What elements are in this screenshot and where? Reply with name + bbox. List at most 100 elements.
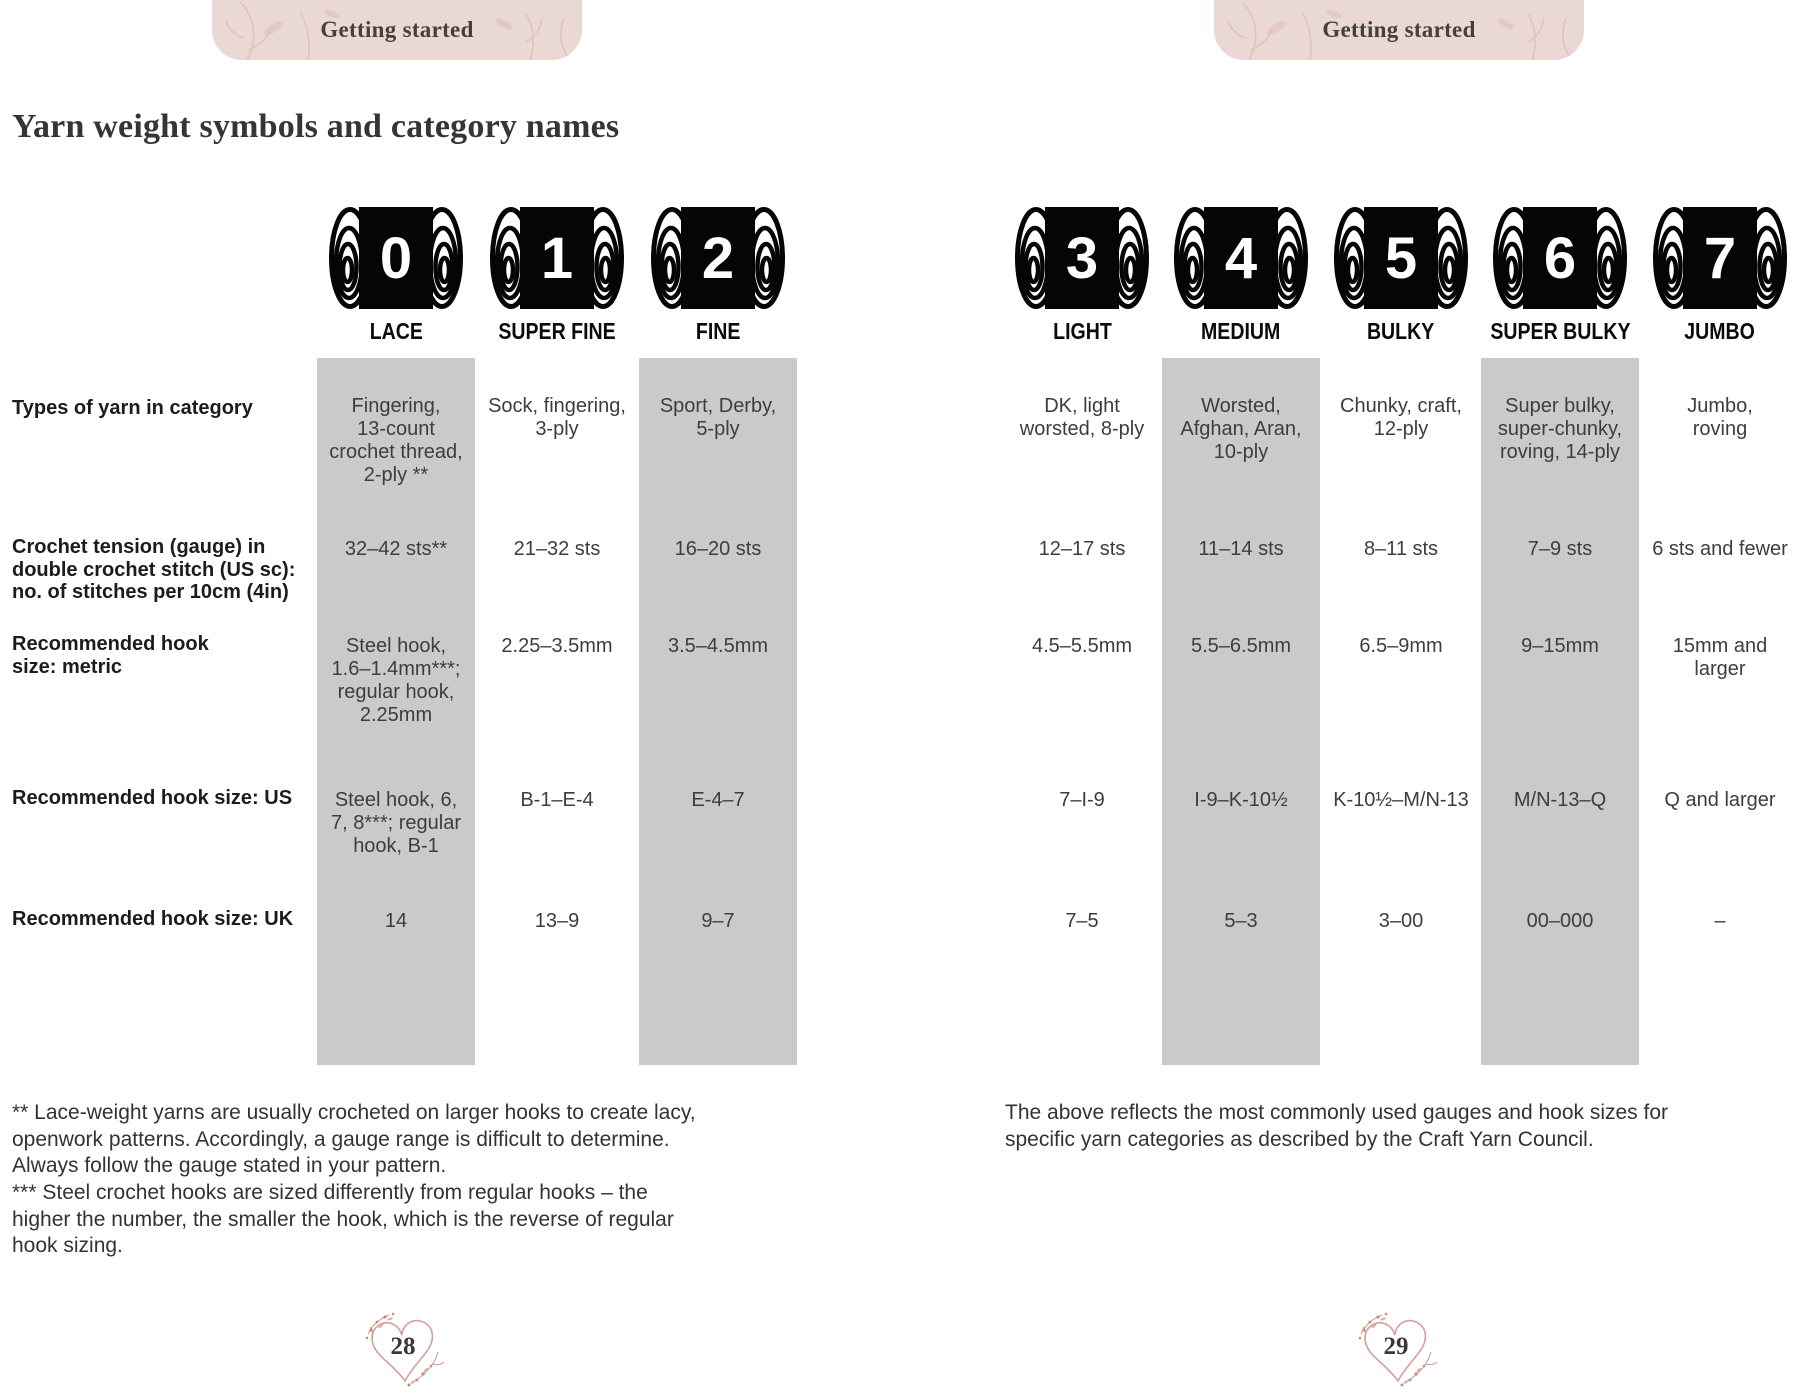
page-number-text: 29 [1383,1333,1409,1360]
category-column-bulky: 5 BULKY Chunky, craft, 12-ply 8–11 sts 6.5–… [1322,206,1480,1206]
page-number-text: 28 [390,1333,416,1360]
tension-cell: 7–9 sts [1527,538,1593,560]
hook-uk-cell: 00–000 [1526,910,1594,932]
yarn-skein-weight-2-icon: 2 [651,206,785,310]
category-name-text: LACE [369,318,423,344]
page-title: Yarn weight symbols and category names [12,108,620,145]
tension-cell: 16–20 sts [674,538,762,560]
hook-uk-cell: – [1714,910,1726,932]
types-cell: Worsted, Afghan, Aran, 10-ply [1180,395,1302,463]
category-name-text: SUPER FINE [498,318,616,344]
tension-cell: 11–14 sts [1198,538,1284,560]
hook-uk-cell: 13–9 [534,910,580,932]
row-header-types: Types of yarn in category [12,397,253,419]
yarn-skein-weight-7-icon: 7 [1653,206,1787,310]
tension-cell: 12–17 sts [1038,538,1126,560]
hook-us-cell: I-9–K-10½ [1194,789,1288,811]
category-name-text: MEDIUM [1201,318,1281,344]
yarn-skein-weight-1-icon: 1 [490,206,624,310]
hook-metric-cell: 3.5–4.5mm [667,635,769,657]
svg-text:2: 2 [702,226,734,291]
category-name-text: FINE [695,318,741,344]
category-name-label: LACE [297,318,495,345]
svg-text:1: 1 [541,226,573,291]
types-cell: Sport, Derby, 5-ply [659,395,777,440]
types-cell: Super bulky, super-chunky, roving, 14-pl… [1497,395,1623,463]
column-shading [1162,358,1320,1065]
svg-text:5: 5 [1385,226,1417,291]
row-header-hook-uk: Recommended hook size: UK [12,908,294,930]
column-shading [317,358,475,1065]
hook-uk-cell: 7–5 [1065,910,1099,932]
hook-metric-cell: 9–15mm [1521,635,1599,657]
svg-text:7: 7 [1704,226,1736,291]
svg-text:4: 4 [1225,226,1257,291]
svg-text:0: 0 [380,226,412,291]
page-number-right: 29 [1352,1310,1440,1394]
types-cell: DK, light worsted, 8-ply [1019,395,1145,440]
heart-wreath-icon [365,1312,445,1387]
tension-cell: 6 sts and fewer [1652,538,1788,560]
hook-metric-cell: 6.5–9mm [1359,635,1443,657]
category-name-label: FINE [619,318,817,345]
category-name-text: SUPER BULKY [1489,318,1631,344]
page-number-left: 28 [359,1310,447,1394]
chapter-tab-left: Getting started [212,0,582,60]
column-shading [1481,358,1639,1065]
chapter-tab-right: Getting started [1214,0,1584,60]
hook-metric-cell: Steel hook, 1.6–1.4mm***; regular hook, … [331,635,461,726]
hook-us-cell: B-1–E-4 [520,789,594,811]
category-name-label: SUPER BULKY [1461,318,1659,345]
category-name-label: SUPER FINE [458,318,656,345]
category-name-label: JUMBO [1621,318,1793,345]
hook-us-cell: E-4–7 [691,789,745,811]
category-column-fine: 2 FINE Sport, Derby, 5-ply 16–20 sts 3.5–4.… [639,206,797,1206]
hook-metric-cell: 15mm and larger [1672,635,1768,680]
tension-cell: 32–42 sts** [344,538,448,560]
column-shading [639,358,797,1065]
category-column-lace: 0 LACE Fingering, 13-count crochet thread… [317,206,475,1206]
hook-us-cell: M/N-13–Q [1513,789,1607,811]
row-header-hook-metric: Recommended hook size: metric [12,633,209,678]
hook-uk-cell: 5–3 [1224,910,1258,932]
hook-metric-cell: 4.5–5.5mm [1031,635,1133,657]
hook-us-cell: Q and larger [1664,789,1776,811]
hook-us-cell: 7–I-9 [1059,789,1105,811]
yarn-skein-weight-0-icon: 0 [329,206,463,310]
types-cell: Sock, fingering, 3-ply [488,395,626,440]
category-name-label: LIGHT [983,318,1181,345]
yarn-skein-weight-6-icon: 6 [1493,206,1627,310]
tension-cell: 8–11 sts [1363,538,1439,560]
category-column-super-bulky: 6 SUPER BULKY Super bulky, super-chunky, … [1481,206,1639,1206]
footnote-steel-hooks: *** Steel crochet hooks are sized differ… [12,1181,674,1257]
svg-text:6: 6 [1544,226,1576,291]
footnote-lace: ** Lace-weight yarns are usually crochet… [12,1101,696,1177]
source-note: The above reflects the most commonly use… [1005,1101,1669,1151]
category-column-jumbo: 7 JUMBO Jumbo, roving 6 sts and fewer 15mm … [1641,206,1793,1206]
category-column-medium: 4 MEDIUM Worsted, Afghan, Aran, 10-ply 11–… [1162,206,1320,1206]
yarn-skein-weight-3-icon: 3 [1015,206,1149,310]
tension-cell: 21–32 sts [513,538,601,560]
heart-wreath-icon [1358,1312,1438,1387]
category-name-text: JUMBO [1684,318,1756,344]
yarn-skein-weight-4-icon: 4 [1174,206,1308,310]
hook-uk-cell: 3–00 [1378,910,1424,932]
chapter-tab-label: Getting started [1322,17,1476,42]
category-column-light: 3 LIGHT DK, light worsted, 8-ply 12–17 sts… [1003,206,1161,1206]
types-cell: Chunky, craft, 12-ply [1340,395,1462,440]
hook-uk-cell: 14 [384,910,408,932]
hook-us-cell: K-10½–M/N-13 [1333,789,1469,811]
hook-metric-cell: 2.25–3.5mm [501,635,613,657]
category-name-label: BULKY [1302,318,1500,345]
chapter-tab-label: Getting started [320,17,474,42]
yarn-skein-weight-5-icon: 5 [1334,206,1468,310]
types-cell: Fingering, 13-count crochet thread, 2-pl… [329,395,463,486]
types-cell: Jumbo, roving [1687,395,1753,440]
hook-uk-cell: 9–7 [701,910,735,932]
category-name-text: LIGHT [1052,318,1112,344]
category-name-label: MEDIUM [1142,318,1340,345]
row-header-hook-us: Recommended hook size: US [12,787,293,809]
category-column-super-fine: 1 SUPER FINE Sock, fingering, 3-ply 21–32 … [478,206,636,1206]
category-name-text: BULKY [1367,318,1435,344]
